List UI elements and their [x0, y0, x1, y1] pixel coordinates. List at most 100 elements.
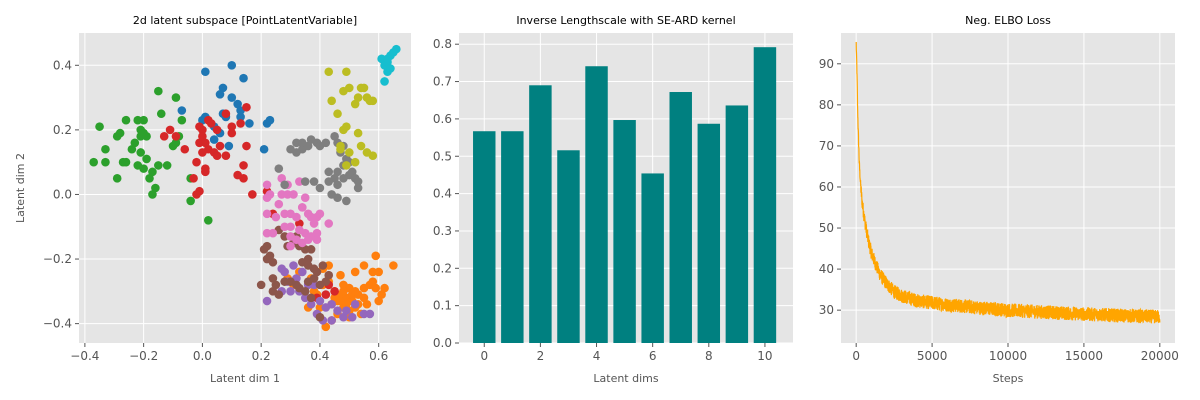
- bar-y-tick-label: 0.3: [433, 224, 452, 238]
- scatter-point: [101, 157, 110, 167]
- scatter-point: [312, 267, 322, 277]
- scatter-point: [198, 125, 207, 135]
- scatter-point: [256, 280, 266, 290]
- loss-x-tick-label: 0: [852, 349, 860, 363]
- bars: [473, 47, 777, 344]
- scatter-point: [277, 174, 287, 183]
- scatter-point: [295, 219, 304, 228]
- scatter-point: [362, 148, 372, 157]
- scatter-point: [289, 261, 298, 270]
- scatter-point: [274, 199, 284, 209]
- loss-x-axis-label: Steps: [993, 372, 1024, 385]
- scatter-point: [365, 309, 375, 319]
- scatter-point: [277, 190, 287, 199]
- scatter-point: [342, 161, 351, 170]
- scatter-point: [345, 83, 354, 93]
- scatter-point: [283, 190, 292, 199]
- scatter-point: [315, 209, 325, 219]
- scatter-point: [350, 267, 360, 277]
- scatter-point: [374, 296, 383, 306]
- scatter-point: [245, 119, 254, 128]
- scatter-point: [330, 293, 339, 303]
- scatter-point: [212, 125, 222, 135]
- scatter-point: [309, 177, 319, 186]
- bar-x-tick-label: 0: [480, 349, 488, 363]
- scatter-point: [233, 99, 242, 109]
- bar: [557, 150, 580, 343]
- bar-panel: 0 2 4 6 8 10 0.0 0.1 0.2 0.3 0.4 0.5 0.6 0.7 0.8 Inver…: [433, 14, 793, 385]
- scatter-point: [242, 102, 251, 112]
- scatter-point: [136, 148, 145, 157]
- scatter-point: [345, 148, 354, 157]
- scatter-point: [265, 251, 275, 261]
- bar-y-tick-label: 0.0: [433, 336, 452, 350]
- scatter-point: [350, 287, 360, 296]
- scatter-point: [350, 99, 360, 109]
- loss-y-tick-label: 70: [819, 139, 834, 153]
- scatter-point: [286, 222, 295, 232]
- scatter-point: [342, 122, 351, 131]
- scatter-point: [274, 164, 284, 173]
- scatter-point: [280, 209, 289, 219]
- bar-y-tick-label: 0.4: [433, 187, 452, 201]
- bar-y-tick-label: 0.7: [433, 75, 452, 89]
- scatter-point: [227, 122, 237, 131]
- bar: [613, 120, 636, 343]
- scatter-x-tick-label: 0.4: [310, 349, 329, 363]
- scatter-point: [280, 267, 289, 277]
- scatter-point: [321, 290, 331, 299]
- bar: [697, 123, 721, 343]
- scatter-point: [121, 115, 131, 125]
- bar: [641, 173, 664, 343]
- scatter-point: [286, 277, 295, 286]
- scatter-title: 2d latent subspace [PointLatentVariable]: [133, 14, 357, 27]
- scatter-point: [321, 138, 331, 148]
- scatter-point: [318, 261, 328, 270]
- scatter-point: [115, 128, 125, 138]
- scatter-point: [333, 109, 342, 119]
- scatter-point: [309, 219, 319, 228]
- scatter-point: [353, 93, 363, 102]
- scatter-point: [324, 270, 334, 280]
- scatter-point: [154, 161, 163, 170]
- scatter-point: [171, 138, 181, 148]
- loss-series-line: [855, 41, 1161, 324]
- scatter-point: [339, 287, 348, 296]
- scatter-point: [333, 306, 342, 316]
- scatter-point: [353, 177, 363, 186]
- scatter-panel: −0.4 −0.2 0.0 0.2 0.4 0.6 −0.4 −0.2 0.0 0.2 0.4 2d…: [14, 14, 411, 385]
- scatter-point: [162, 161, 172, 170]
- scatter-point: [342, 196, 351, 206]
- scatter-point: [148, 190, 157, 199]
- scatter-point: [342, 67, 351, 77]
- scatter-point: [380, 283, 389, 293]
- bar-x-tick-label: 6: [649, 349, 657, 363]
- scatter-point: [221, 151, 231, 161]
- scatter-point: [227, 60, 237, 70]
- scatter-point: [353, 183, 363, 193]
- scatter-point: [350, 157, 360, 167]
- scatter-point: [112, 174, 122, 183]
- scatter-point: [171, 132, 181, 141]
- scatter-point: [306, 212, 316, 222]
- scatter-point: [362, 299, 372, 309]
- scatter-point: [315, 296, 325, 306]
- scatter-point: [239, 161, 248, 170]
- bar-x-tick-label: 4: [593, 349, 601, 363]
- scatter-point: [201, 167, 210, 177]
- scatter-point: [265, 190, 275, 199]
- scatter-point: [239, 73, 248, 83]
- scatter-point: [339, 174, 348, 183]
- scatter-point: [148, 167, 157, 177]
- scatter-point: [300, 245, 310, 254]
- scatter-x-tick-label: −0.2: [129, 349, 158, 363]
- scatter-point: [380, 77, 389, 86]
- scatter-point: [280, 277, 289, 286]
- scatter-point: [347, 312, 357, 322]
- scatter-point: [262, 209, 272, 219]
- scatter-point: [286, 241, 295, 251]
- loss-x-tick-label: 5000: [917, 349, 948, 363]
- scatter-point: [89, 157, 98, 167]
- scatter-point: [271, 212, 281, 222]
- scatter-point: [359, 261, 369, 270]
